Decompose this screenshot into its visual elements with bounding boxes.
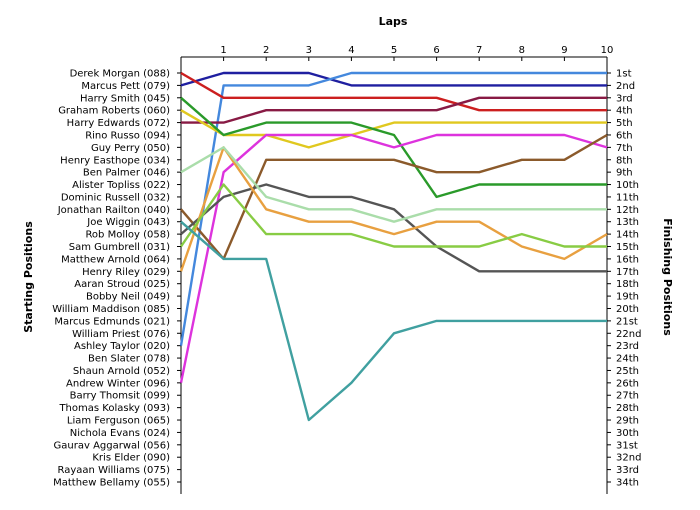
driver-start-label: Henry Easthope (034) bbox=[60, 155, 170, 166]
driver-start-label: Gaurav Aggarwal (056) bbox=[54, 440, 171, 451]
finish-position-label: 32nd bbox=[616, 453, 641, 464]
finish-position-label: 5th bbox=[616, 118, 633, 129]
driver-start-label: Matthew Arnold (064) bbox=[61, 254, 170, 265]
axes bbox=[177, 56, 611, 494]
driver-start-label: Liam Ferguson (065) bbox=[67, 416, 170, 427]
driver-start-label: Harry Edwards (072) bbox=[67, 118, 170, 129]
driver-start-label: Henry Riley (029) bbox=[82, 267, 170, 278]
finishing-position-labels: 1st2nd3rd4th5th6th7th8th9th10th11th12th1… bbox=[616, 69, 641, 489]
driver-position-line bbox=[180, 183, 607, 248]
driver-start-label: Thomas Kolasky (093) bbox=[58, 403, 170, 414]
finish-position-label: 19th bbox=[616, 292, 639, 303]
driver-start-label: Alister Topliss (022) bbox=[72, 180, 170, 191]
driver-start-label: Sam Gumbrell (031) bbox=[69, 242, 170, 253]
finish-position-label: 3rd bbox=[616, 93, 633, 104]
finish-position-label: 9th bbox=[616, 168, 633, 179]
driver-start-label: William Maddison (085) bbox=[52, 304, 170, 315]
driver-start-label: Marcus Pett (079) bbox=[81, 81, 170, 92]
finish-position-label: 27th bbox=[616, 391, 639, 402]
driver-position-line bbox=[179, 133, 608, 384]
driver-start-label: Dominic Russell (032) bbox=[61, 192, 170, 203]
starting-position-labels: Derek Morgan (088)Marcus Pett (079)Harry… bbox=[52, 69, 170, 489]
driver-start-label: Rayaan Williams (075) bbox=[58, 465, 171, 476]
finish-position-label: 26th bbox=[616, 378, 639, 389]
driver-start-label: Barry Thomsit (099) bbox=[70, 391, 171, 402]
driver-start-label: Nichola Evans (024) bbox=[70, 428, 170, 439]
finish-position-label: 10th bbox=[616, 180, 639, 191]
lap-label: 4 bbox=[348, 45, 354, 56]
finish-position-label: 28th bbox=[616, 403, 639, 414]
finish-position-label: 18th bbox=[616, 279, 639, 290]
finish-position-label: 20th bbox=[616, 304, 639, 315]
driver-start-label: Kris Elder (090) bbox=[92, 453, 170, 464]
finish-position-label: 29th bbox=[616, 416, 639, 427]
driver-position-line bbox=[180, 96, 607, 199]
finish-position-label: 11th bbox=[616, 192, 639, 203]
driver-position-line bbox=[180, 71, 607, 87]
lap-label: 9 bbox=[561, 45, 567, 56]
driver-position-line bbox=[180, 133, 608, 261]
driver-start-label: Aaran Stroud (025) bbox=[74, 279, 170, 290]
driver-start-label: Ashley Taylor (020) bbox=[74, 341, 170, 352]
driver-start-label: Derek Morgan (088) bbox=[70, 69, 171, 80]
lap-label: 5 bbox=[391, 45, 397, 56]
finish-position-label: 4th bbox=[616, 106, 633, 117]
driver-start-label: Andrew Winter (096) bbox=[66, 378, 170, 389]
finish-position-label: 17th bbox=[616, 267, 639, 278]
finish-position-label: 12th bbox=[616, 205, 639, 216]
driver-start-label: Guy Perry (050) bbox=[91, 143, 170, 154]
finish-position-label: 25th bbox=[616, 366, 639, 377]
driver-start-label: Rino Russo (094) bbox=[85, 130, 170, 141]
finish-position-label: 22nd bbox=[616, 329, 641, 340]
finish-position-label: 31st bbox=[616, 440, 638, 451]
series-lines bbox=[179, 71, 608, 422]
finish-position-label: 21st bbox=[616, 316, 638, 327]
lap-label: 8 bbox=[519, 45, 525, 56]
finish-position-label: 23rd bbox=[616, 341, 639, 352]
finish-position-label: 34th bbox=[616, 478, 639, 489]
lap-label: 7 bbox=[476, 45, 482, 56]
chart-title: Laps bbox=[379, 15, 408, 28]
driver-start-label: Jonathan Railton (040) bbox=[57, 205, 170, 216]
driver-position-line bbox=[179, 146, 608, 272]
driver-start-label: Ben Palmer (046) bbox=[83, 168, 170, 179]
driver-start-label: William Priest (076) bbox=[72, 329, 170, 340]
lap-tick-labels: 1 2 3 4 5 6 7 8 9 10 bbox=[220, 45, 613, 56]
driver-position-line bbox=[180, 220, 607, 422]
driver-start-label: Joe Wiggin (043) bbox=[86, 217, 170, 228]
driver-position-line bbox=[181, 96, 607, 124]
driver-start-label: Marcus Edmunds (021) bbox=[54, 316, 170, 327]
lap-label: 3 bbox=[306, 45, 312, 56]
right-axis-title: Finishing Positions bbox=[661, 218, 674, 336]
finish-position-label: 15th bbox=[616, 242, 639, 253]
driver-start-label: Rob Molloy (058) bbox=[85, 230, 170, 241]
driver-position-line bbox=[180, 109, 607, 149]
driver-start-label: Ben Slater (078) bbox=[88, 354, 170, 365]
finish-position-label: 30th bbox=[616, 428, 639, 439]
finish-position-label: 13th bbox=[616, 217, 639, 228]
driver-position-line bbox=[180, 71, 607, 112]
driver-start-label: Shaun Arnold (052) bbox=[73, 366, 170, 377]
driver-start-label: Graham Roberts (060) bbox=[58, 106, 170, 117]
finish-position-label: 6th bbox=[616, 130, 633, 141]
lap-label: 2 bbox=[263, 45, 269, 56]
finish-position-label: 2nd bbox=[616, 81, 635, 92]
finish-position-label: 14th bbox=[616, 230, 639, 241]
lap-label: 1 bbox=[220, 45, 226, 56]
finish-position-label: 24th bbox=[616, 354, 639, 365]
finish-position-label: 33rd bbox=[616, 465, 639, 476]
driver-start-label: Bobby Neil (049) bbox=[86, 292, 170, 303]
driver-start-label: Matthew Bellamy (055) bbox=[53, 478, 170, 489]
finish-position-label: 7th bbox=[616, 143, 633, 154]
finish-position-label: 8th bbox=[616, 155, 633, 166]
lap-label: 10 bbox=[601, 45, 614, 56]
driver-start-label: Harry Smith (045) bbox=[80, 93, 170, 104]
driver-position-line bbox=[180, 146, 607, 223]
left-axis-title: Starting Positions bbox=[22, 221, 35, 333]
lap-label: 6 bbox=[433, 45, 439, 56]
finish-position-label: 16th bbox=[616, 254, 639, 265]
driver-position-line bbox=[179, 71, 607, 346]
finish-position-label: 1st bbox=[616, 69, 632, 80]
